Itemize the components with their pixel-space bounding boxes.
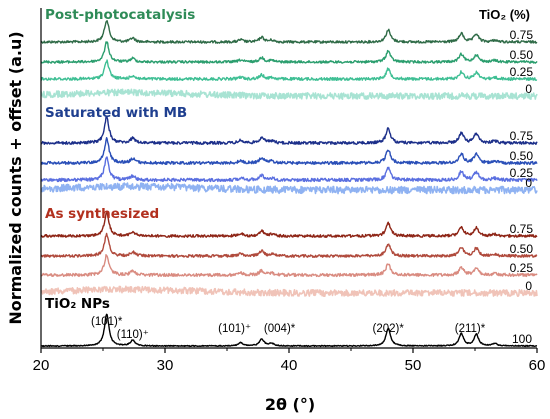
series-line-3-0 [40,313,538,348]
peak-annotation: (004)* [264,323,296,335]
series-line-2-2 [40,254,538,278]
series-line-2-0 [40,211,538,238]
group-title-0: Post-photocatalysis [45,7,195,23]
series-line-1-2 [40,156,538,183]
series-label-1-2: 0.25 [510,166,534,180]
series-label-1-1: 0.50 [510,149,534,163]
peak-annotation: (202)* [373,323,405,335]
series-line-0-3 [40,88,538,100]
series-label-1-3: 0 [525,176,532,190]
peak-annotation: (110)⁺ [117,329,149,341]
x-tick-label: 40 [281,357,298,374]
x-tick-label: 30 [157,357,174,374]
peak-annotation: (101)⁺ [218,323,251,335]
labels: 0.750.500.250Post-photocatalysis0.750.50… [45,7,533,346]
series-line-0-1 [40,41,538,64]
series-label-0-3: 0 [525,82,532,96]
series-line-1-1 [40,137,538,165]
x-tick-label: 60 [529,357,546,374]
series-label-1-0: 0.75 [510,129,534,143]
series-line-1-0 [40,116,538,145]
series-label-3-0: 100 [512,332,532,346]
series-line-0-0 [40,20,538,44]
series-label-0-0: 0.75 [510,28,534,42]
axes: 20 30 40 50 60 [33,8,546,374]
series-line-2-1 [40,232,538,258]
series-label-0-1: 0.50 [510,48,534,62]
x-tick-label: 50 [405,357,422,374]
x-axis-label: 2θ (°) [265,395,315,414]
series-label-2-1: 0.50 [510,242,534,256]
series-label-0-2: 0.25 [510,65,534,79]
series-label-2-3: 0 [525,279,532,293]
peak-annotation: (101)* [91,316,123,328]
series-line-0-2 [40,59,538,82]
series-line-2-3 [40,285,538,297]
series-line-1-3 [40,182,538,195]
traces [40,20,538,348]
series-label-2-2: 0.25 [510,261,534,275]
x-tick-label: 20 [33,357,50,374]
peak-annotation: (211)* [455,323,486,335]
series-label-2-0: 0.75 [510,222,534,236]
y-axis-label: Normalized counts + offset (a.u) [6,31,25,324]
group-title-3: TiO₂ NPs [45,296,110,312]
group-title-2: As synthesized [45,206,159,222]
legend-title: TiO₂ (%) [479,7,530,22]
group-title-1: Saturated with MB [45,105,187,121]
